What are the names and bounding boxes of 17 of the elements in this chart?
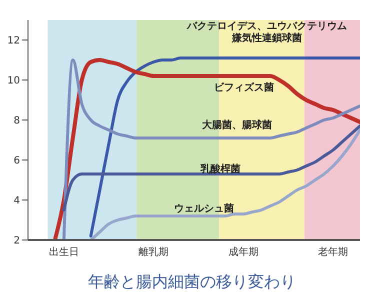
y-tick-label: 8: [14, 116, 20, 127]
series-label: ウェルシュ菌: [174, 202, 234, 214]
series-label: 乳酸桿菌: [200, 162, 241, 175]
x-tick-label: 離乳期: [138, 246, 169, 258]
series-label: バクテロイデス、ユウバクテリウム嫌気性連鎖球菌: [186, 20, 348, 44]
y-tick-label: 2: [14, 236, 20, 247]
x-tick-label: 成年期: [228, 246, 258, 258]
series-label: 大腸菌、腸球菌: [201, 118, 272, 131]
y-tick-label: 4: [14, 196, 20, 207]
x-tick-label: 老年期: [318, 246, 348, 258]
y-tick-label: 10: [7, 76, 20, 87]
line-series: [89, 128, 360, 240]
y-tick-label: 12: [7, 36, 20, 47]
series-label: ビフィズス菌: [214, 81, 274, 94]
x-tick-label: 出生日: [48, 246, 79, 258]
text: 年齢と腸内細菌の移り変わり: [87, 272, 297, 293]
y-tick-label: 6: [14, 156, 20, 167]
